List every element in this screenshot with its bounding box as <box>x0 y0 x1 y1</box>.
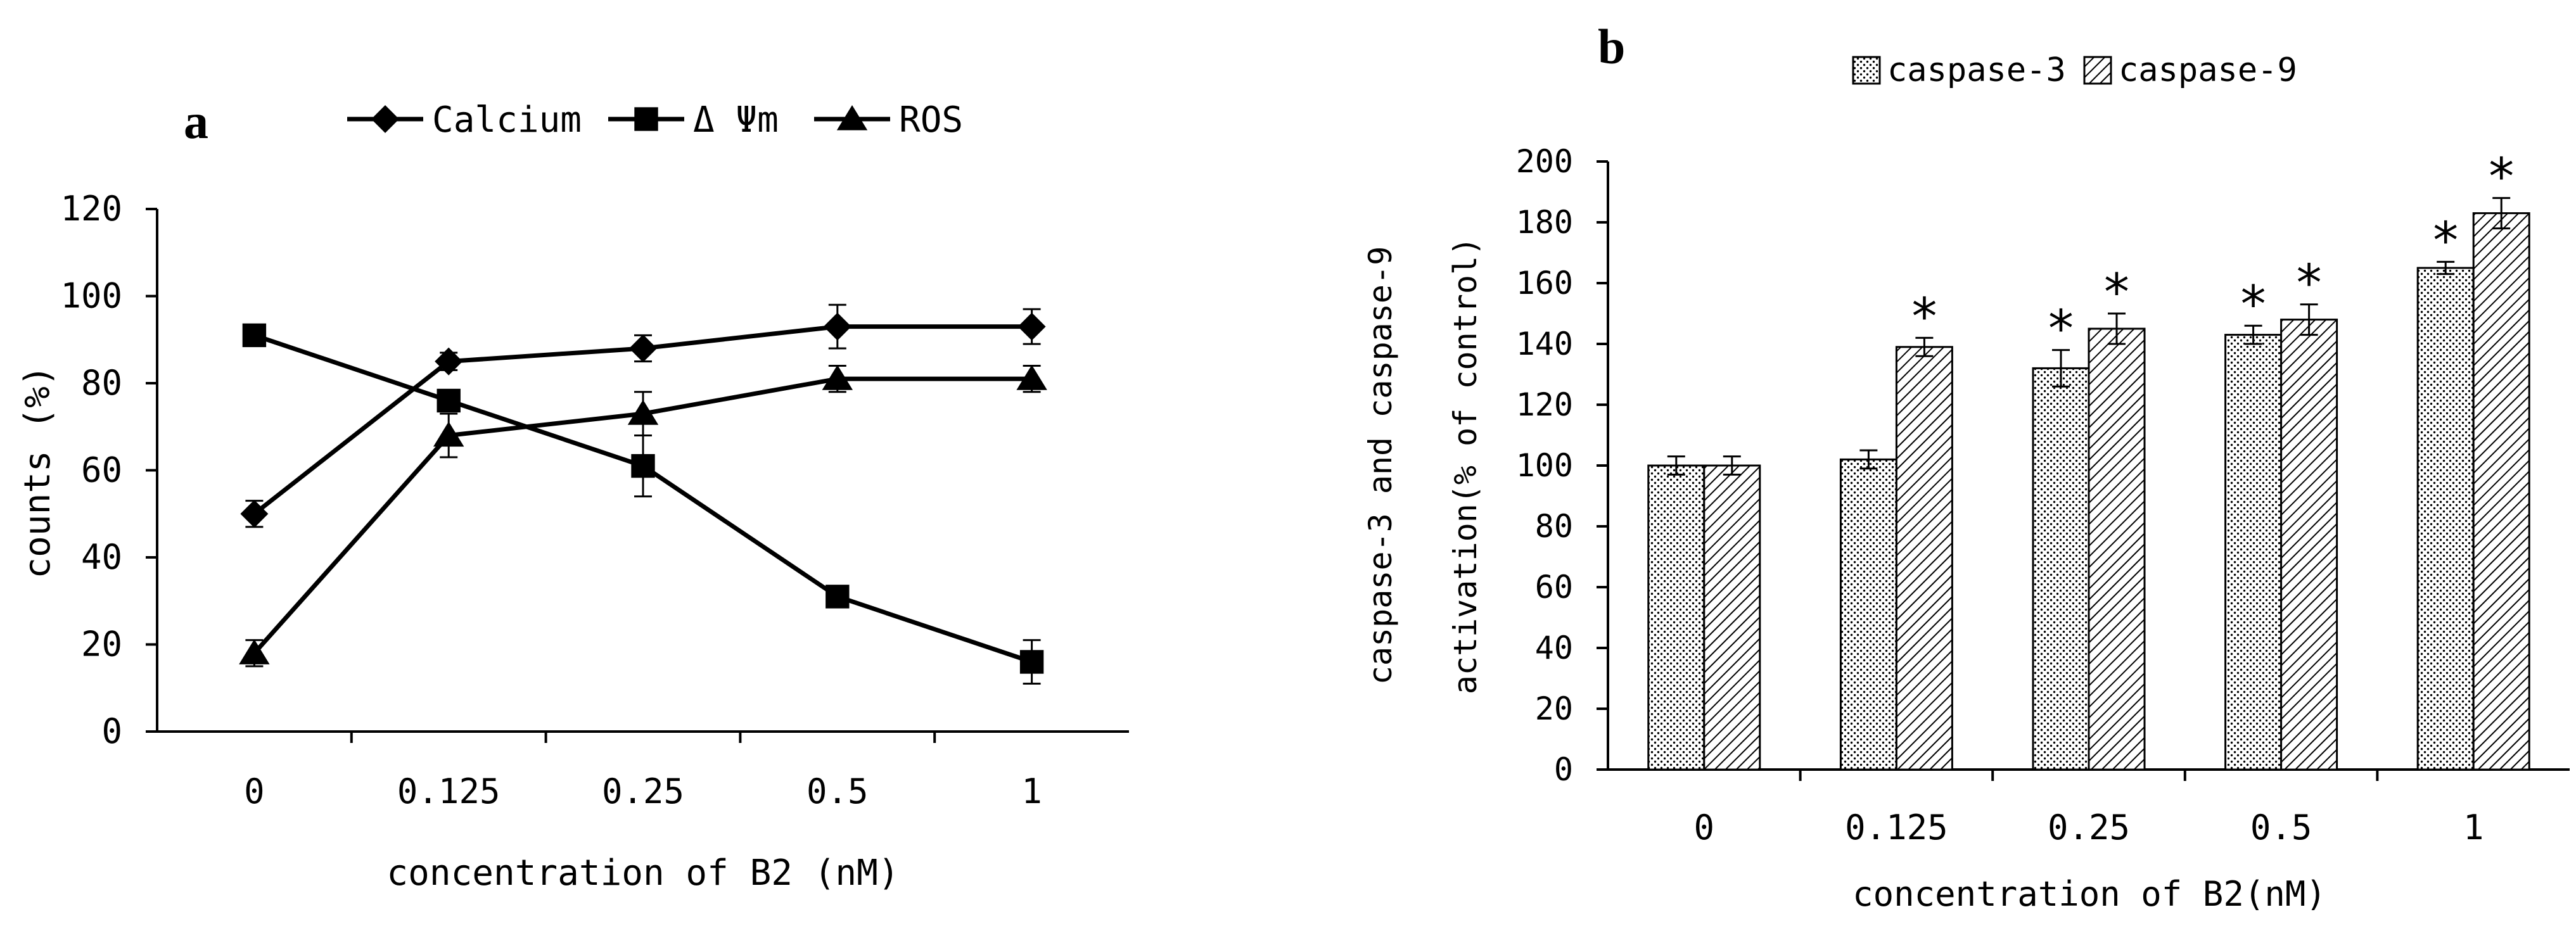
panel-b-y-tick-label: 180 <box>1516 204 1573 241</box>
panel-b-legend-label: caspase-3 <box>1887 51 2066 89</box>
panel-b-significance-marker: * <box>2486 148 2516 206</box>
panel-a-y-ticks: 0 20 40 60 80 100 120 <box>60 189 157 751</box>
panel-b-y-tick-label: 20 <box>1535 690 1573 727</box>
panel-a-legend: Calcium Δ Ψm ROS <box>347 99 963 141</box>
panel-a-x-tick-label: 0.5 <box>807 771 869 811</box>
panel-b-y-tick-label: 40 <box>1535 630 1573 666</box>
panel-a-y-tick-label: 20 <box>81 625 122 664</box>
panel-a-x-ticks: 0 0.125 0.25 0.5 1 <box>244 732 1042 811</box>
panel-a-legend-label: ROS <box>899 99 963 141</box>
panel-a-point-triangle <box>1016 365 1047 390</box>
panel-b-bar-caspase-3 <box>1647 464 1706 771</box>
panel-a-point-square <box>826 585 850 609</box>
panel-b-significance-marker: * <box>1909 287 1939 346</box>
panel-b-bar-chart: b caspase-3 caspase-9 0 20 40 60 80 100 120 140 1… <box>1362 19 2570 914</box>
panel-b-bar-caspase-3 <box>1839 458 1897 771</box>
panel-b-x-tick-label: 0.5 <box>2250 808 2312 847</box>
panel-b-y-axis-label-line-1: caspase-3 and caspase-9 <box>1362 246 1399 685</box>
panel-b-x-tick-label: 0 <box>1694 808 1715 847</box>
panel-b-bar-caspase-9 <box>2280 319 2338 771</box>
panel-b-y-axis-label-line-2: activation(% of control) <box>1447 237 1484 694</box>
panel-a-point-triangle <box>627 400 659 425</box>
panel-b-y-tick-label: 200 <box>1516 143 1573 180</box>
panel-a-y-tick-label: 40 <box>81 537 122 577</box>
panel-a-point-square <box>437 388 461 413</box>
panel-a-label: a <box>184 94 208 149</box>
panel-b-bars: * * * * * * * <box>1647 148 2530 771</box>
panel-b-x-tick-label: 1 <box>2463 808 2484 847</box>
panel-a-series <box>239 303 1047 685</box>
panel-a-point-diamond <box>823 312 851 341</box>
panel-a-legend-label: Calcium <box>432 99 582 141</box>
panel-b-label: b <box>1598 19 1625 74</box>
panel-b-y-ticks: 0 20 40 60 80 100 120 140 160 180 200 <box>1516 143 1608 788</box>
panel-a-y-tick-label: 60 <box>81 450 122 490</box>
panel-a-point-square <box>1019 650 1044 674</box>
panel-b-legend-swatch-caspase-3 <box>1852 56 1881 85</box>
panel-b-legend-swatch-caspase-9 <box>2083 56 2112 85</box>
panel-b-significance-marker: * <box>2294 254 2324 313</box>
panel-a-y-tick-label: 120 <box>60 189 122 229</box>
panel-a-point-triangle <box>239 639 270 664</box>
panel-b-bar-caspase-3 <box>2224 334 2283 771</box>
panel-b-y-tick-label: 140 <box>1516 326 1573 362</box>
panel-b-bar-caspase-9 <box>1703 464 1761 771</box>
panel-b-y-tick-label: 60 <box>1535 569 1573 606</box>
panel-b-significance-marker: * <box>2101 263 2132 322</box>
panel-b-bar-caspase-9 <box>2088 327 2146 771</box>
panel-b-bar-caspase-9 <box>1895 346 1953 771</box>
panel-b-bar-caspase-3 <box>2032 367 2090 771</box>
panel-a-point-diamond <box>629 334 657 362</box>
panel-a-x-tick-label: 0 <box>244 771 265 811</box>
panel-a-legend-label: Δ Ψm <box>693 99 779 141</box>
panel-b-significance-marker: * <box>2238 275 2269 334</box>
panel-b-y-tick-label: 100 <box>1516 447 1573 484</box>
panel-a-x-tick-label: 1 <box>1021 771 1042 811</box>
panel-a-legend-marker-triangle <box>836 105 868 130</box>
panel-a-y-tick-label: 100 <box>60 276 122 316</box>
panel-a-x-tick-label: 0.25 <box>602 771 684 811</box>
panel-a-x-tick-label: 0.125 <box>397 771 501 811</box>
panel-b-bar-caspase-9 <box>2472 212 2530 771</box>
panel-b-y-tick-label: 0 <box>1554 751 1573 788</box>
panel-a-y-tick-label: 80 <box>81 363 122 403</box>
panel-b-y-tick-label: 160 <box>1516 265 1573 301</box>
panel-a-line-square <box>253 333 1033 664</box>
panel-a-y-axis-label: counts (%) <box>17 365 58 578</box>
panel-a-point-triangle <box>433 421 464 447</box>
panel-b-x-tick-label: 0.25 <box>2048 808 2130 847</box>
panel-b-x-tick-label: 0.125 <box>1845 808 1948 847</box>
panel-b-x-ticks: 0 0.125 0.25 0.5 1 <box>1694 770 2484 847</box>
panel-a-legend-marker-diamond <box>371 105 399 133</box>
panel-b-legend-label: caspase-9 <box>2119 51 2297 89</box>
panel-b-significance-marker: * <box>2430 211 2461 270</box>
panel-b-y-tick-label: 80 <box>1535 508 1573 545</box>
panel-a-point-diamond <box>435 347 463 376</box>
panel-b-x-axis-label: concentration of B2(nM) <box>1852 874 2326 914</box>
panel-a-point-diamond <box>240 500 269 528</box>
panel-a-y-tick-label: 0 <box>101 711 122 751</box>
panel-b-y-tick-label: 120 <box>1516 386 1573 423</box>
panel-a-x-axis-label: concentration of B2 (nM) <box>386 853 899 894</box>
panel-b-legend: caspase-3 caspase-9 <box>1852 51 2297 89</box>
panel-a-point-square <box>242 323 267 348</box>
panel-b-significance-marker: * <box>2046 300 2076 358</box>
panel-a-legend-marker-square <box>634 107 658 131</box>
panel-a-point-triangle <box>822 365 853 390</box>
panel-a-point-diamond <box>1017 312 1046 341</box>
panel-b-bar-caspase-3 <box>2416 267 2475 771</box>
panel-a-point-square <box>631 453 655 478</box>
